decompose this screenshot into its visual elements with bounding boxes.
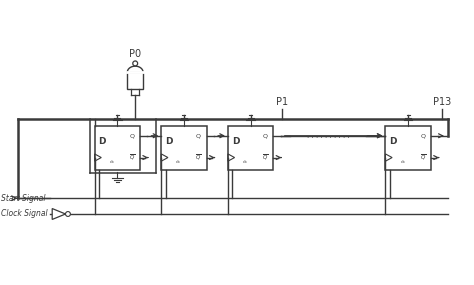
Text: D: D xyxy=(232,137,239,146)
Bar xyxy=(95,126,140,170)
Text: P13: P13 xyxy=(433,97,451,107)
Text: D: D xyxy=(99,137,106,146)
Text: ck: ck xyxy=(243,160,247,164)
Text: P1: P1 xyxy=(276,97,289,107)
Text: $\overline{Q}$: $\overline{Q}$ xyxy=(262,153,268,162)
Circle shape xyxy=(133,61,137,66)
Bar xyxy=(228,126,273,170)
Polygon shape xyxy=(52,209,65,219)
Text: ck: ck xyxy=(176,160,181,164)
Text: $\overline{Q}$: $\overline{Q}$ xyxy=(195,153,202,162)
Bar xyxy=(161,126,207,170)
Text: Q: Q xyxy=(129,133,134,138)
Text: Clock Signal: Clock Signal xyxy=(0,209,47,219)
Bar xyxy=(385,126,431,170)
Text: $\overline{Q}$: $\overline{Q}$ xyxy=(419,153,426,162)
Circle shape xyxy=(65,211,70,216)
Text: P0: P0 xyxy=(129,50,141,60)
Text: Q: Q xyxy=(420,133,425,138)
Text: Q: Q xyxy=(263,133,268,138)
Text: D: D xyxy=(165,137,173,146)
Text: ck: ck xyxy=(400,160,405,164)
Text: Start Signal: Start Signal xyxy=(0,194,45,203)
Text: D: D xyxy=(390,137,397,146)
Text: $\overline{Q}$: $\overline{Q}$ xyxy=(129,153,135,162)
Text: Q: Q xyxy=(196,133,201,138)
Text: ck: ck xyxy=(109,160,114,164)
Text: . . . . . . . . . .: . . . . . . . . . . xyxy=(307,133,349,139)
Bar xyxy=(128,72,143,89)
